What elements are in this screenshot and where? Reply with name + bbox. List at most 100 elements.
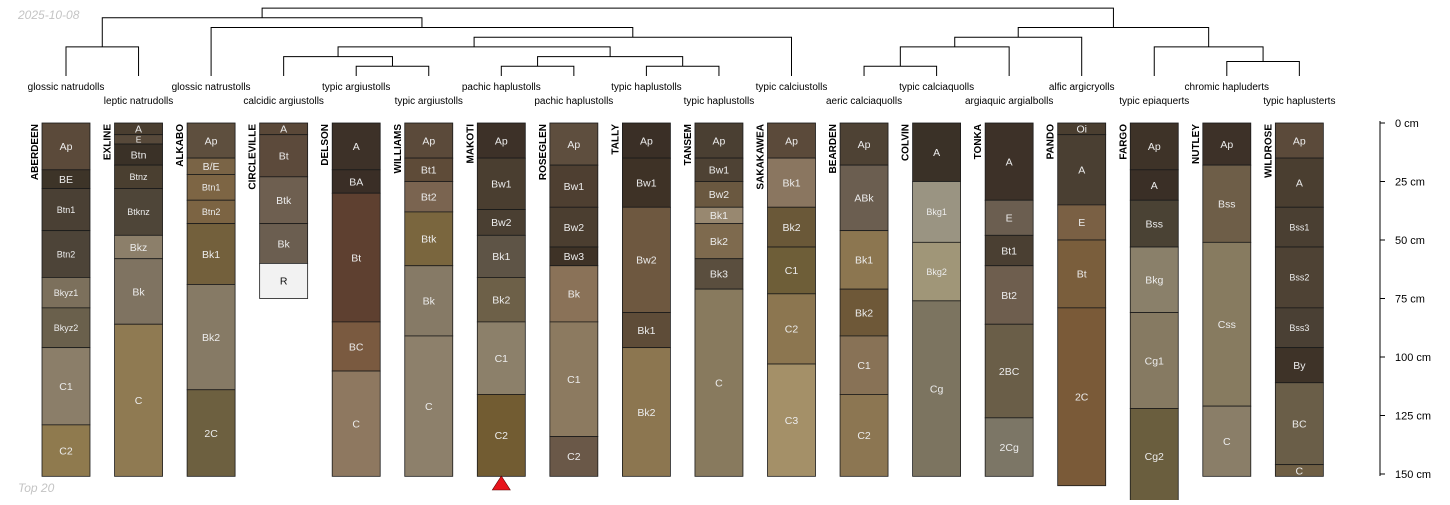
horizon-roseglen-bk xyxy=(549,265,599,323)
horizon-label: Ap xyxy=(60,141,73,153)
horizon-roseglen-c1 xyxy=(549,321,599,437)
horizon-roseglen-bw1 xyxy=(549,164,599,208)
horizon-label: Cg xyxy=(930,383,944,395)
profile-delson: A BA Bt BC C DELSON xyxy=(320,122,381,477)
horizon-circleville-r xyxy=(259,262,309,299)
horizon-label: Css xyxy=(1218,319,1236,331)
horizon-label: A xyxy=(135,124,142,136)
horizon-tonka-2bc xyxy=(984,323,1034,419)
horizon-label: E xyxy=(1006,213,1013,225)
profile-name-makoti: MAKOTI xyxy=(465,124,476,164)
horizon-wildrose-bss3 xyxy=(1274,307,1324,349)
horizon-label: Bss3 xyxy=(1289,323,1309,333)
horizon-pando-bt xyxy=(1057,239,1107,309)
profile-name-pando: PANDO xyxy=(1046,124,1057,160)
horizon-label: C2 xyxy=(567,451,581,463)
horizon-delson-bt xyxy=(331,192,381,323)
horizon-label: C xyxy=(425,401,433,413)
taxon-label-wildrose: typic haplusterts xyxy=(1263,96,1335,107)
horizon-makoti-bw1 xyxy=(476,157,526,210)
profile-name-delson: DELSON xyxy=(320,124,331,166)
horizon-alkabo-2c xyxy=(186,389,236,477)
horizon-tonka-a xyxy=(984,122,1034,201)
profile-circleville: A Bt Btk Bk R CIRCLEVILLE xyxy=(248,122,309,299)
horizon-aberdeen-btn2 xyxy=(41,230,91,278)
horizon-label: A xyxy=(1151,180,1158,192)
horizon-tally-bk1 xyxy=(622,312,671,349)
footer-label: Top 20 xyxy=(18,481,55,495)
taxon-labels: glossic natrudolls leptic natrudolls gloss… xyxy=(28,82,1336,107)
horizon-label: BE xyxy=(59,174,73,186)
horizon-label: C2 xyxy=(785,324,799,336)
horizon-alkabo-bk1 xyxy=(186,223,236,285)
horizon-aberdeen-c2 xyxy=(41,424,91,477)
horizon-nutley-css xyxy=(1202,241,1252,407)
horizon-label: Btknz xyxy=(127,207,150,217)
horizon-nutley-bss xyxy=(1202,164,1252,243)
horizon-colvin-bkg2 xyxy=(912,241,961,302)
horizon-label: Oi xyxy=(1076,124,1087,136)
depth-tick-label: 50 cm xyxy=(1395,235,1425,247)
taxon-label-nutley: chromic hapluderts xyxy=(1185,82,1269,93)
profile-tally: Ap Bw1 Bw2 Bk1 Bk2 TALLY xyxy=(610,122,671,477)
horizon-tally-bk2 xyxy=(622,347,671,477)
horizon-label: Bk2 xyxy=(637,407,655,419)
horizon-label: Bk2 xyxy=(492,294,510,306)
dendrogram-link xyxy=(954,36,1083,76)
horizon-sakakawea-bk2 xyxy=(767,206,816,248)
horizon-label: C1 xyxy=(59,381,73,393)
profile-name-tally: TALLY xyxy=(610,124,621,155)
horizon-aberdeen-bkyz2 xyxy=(41,307,91,349)
horizon-label: Bt2 xyxy=(1001,290,1017,302)
horizon-label: Btn xyxy=(131,149,147,161)
profile-name-circleville: CIRCLEVILLE xyxy=(248,124,259,190)
depth-axis: 0 cm 25 cm 50 cm 75 cm 100 cm 125 cm 150 cm xyxy=(1379,118,1431,481)
horizon-bearden-ap xyxy=(839,122,889,166)
horizon-label: By xyxy=(1293,360,1306,372)
horizon-exline-bk xyxy=(114,258,163,325)
horizon-label: Ap xyxy=(1220,139,1233,151)
profile-name-alkabo: ALKABO xyxy=(175,124,186,167)
horizon-label: 2C xyxy=(204,428,218,440)
profile-williams: Ap Bt1 Bt2 Btk Bk C WILLIAMS xyxy=(393,122,454,477)
taxon-label-tansem: typic haplustolls xyxy=(684,96,755,107)
horizon-label: Bk2 xyxy=(202,332,220,344)
profile-name-bearden: BEARDEN xyxy=(828,124,839,173)
horizon-label: Bt2 xyxy=(421,191,437,203)
horizon-circleville-bt xyxy=(259,134,309,178)
horizon-tansem-bw2 xyxy=(694,181,744,208)
horizon-label: A xyxy=(1006,156,1013,168)
profile-name-aberdeen: ABERDEEN xyxy=(30,124,41,180)
profile-bearden: Ap ABk Bk1 Bk2 C1 C2 BEARDEN xyxy=(828,122,889,477)
horizon-label: Ap xyxy=(205,135,218,147)
taxon-label-bearden: aeric calciaquolls xyxy=(826,96,902,107)
horizon-label: Ap xyxy=(422,135,435,147)
horizon-tonka-bt2 xyxy=(984,265,1034,325)
horizon-label: Bw2 xyxy=(709,189,730,201)
horizon-label: A xyxy=(1296,177,1303,189)
horizon-fargo-bkg xyxy=(1129,246,1179,313)
profile-name-fargo: FARGO xyxy=(1118,124,1129,160)
horizon-label: Bk1 xyxy=(710,210,728,222)
horizon-label: C2 xyxy=(495,430,509,442)
horizon-label: Bk1 xyxy=(782,177,800,189)
dendrogram-link xyxy=(337,46,611,57)
horizon-label: Cg2 xyxy=(1145,451,1164,463)
profile-wildrose: Ap A Bss1 Bss2 Bss3 By BC C WILDROSE xyxy=(1263,122,1324,477)
horizon-williams-c xyxy=(404,335,454,477)
taxon-label-circleville: calcidic argiustolls xyxy=(243,96,324,107)
horizon-label: Bw2 xyxy=(564,222,585,234)
horizon-delson-bc xyxy=(331,321,381,372)
taxon-label-roseglen: pachic haplustolls xyxy=(534,96,613,107)
taxon-label-makoti: pachic haplustolls xyxy=(462,82,541,93)
horizon-label: C3 xyxy=(785,415,799,427)
horizon-label: 2Cg xyxy=(1000,442,1019,454)
horizon-makoti-bk2 xyxy=(476,277,526,323)
horizon-label: Bw1 xyxy=(709,165,730,177)
horizon-williams-bk xyxy=(404,265,454,337)
dendrogram-link xyxy=(210,27,634,76)
horizon-label: A xyxy=(933,147,940,159)
taxon-label-colvin: typic calciaquolls xyxy=(899,82,974,93)
